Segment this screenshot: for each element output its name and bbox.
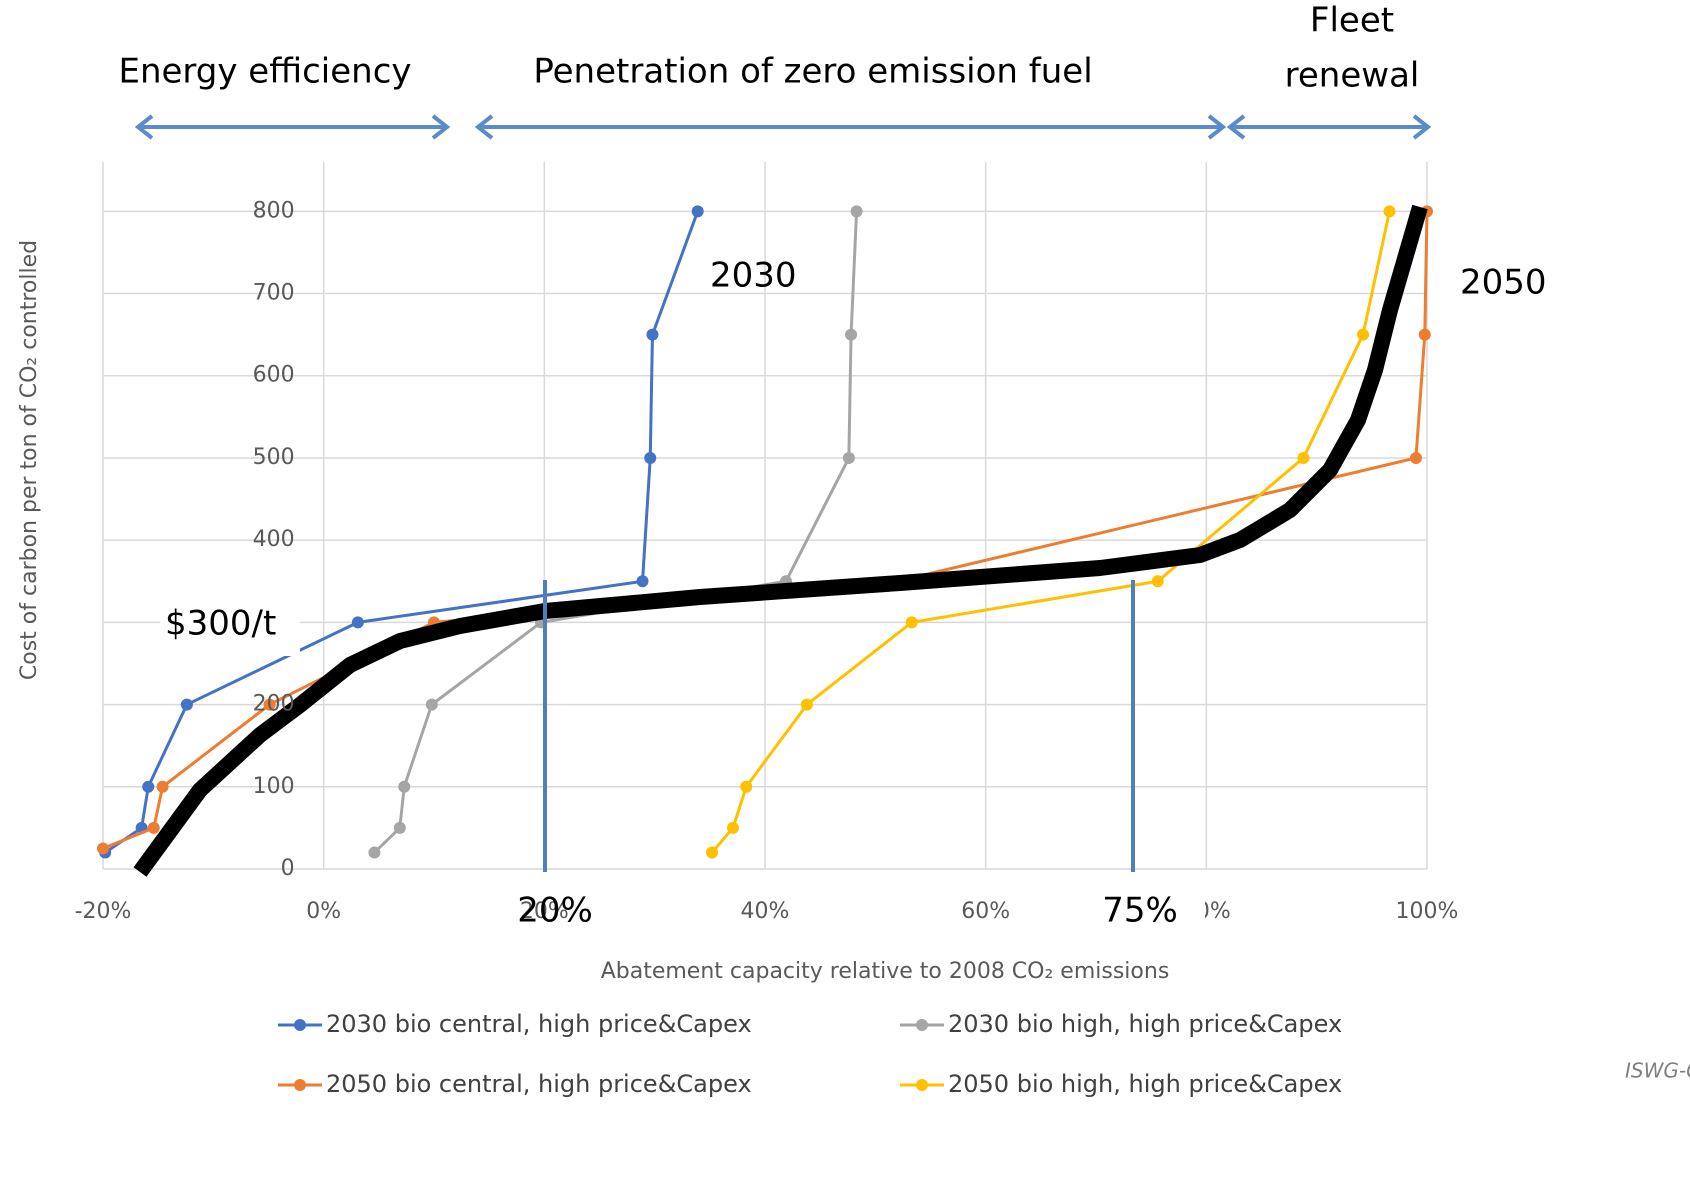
point	[1151, 575, 1164, 588]
grid	[102, 162, 1428, 870]
legend-marker	[916, 1019, 928, 1031]
label-bg	[160, 598, 300, 656]
point	[368, 846, 381, 859]
series-line	[373, 211, 859, 854]
label-bg	[1088, 888, 1205, 936]
point	[727, 821, 740, 834]
source-note: ISWG-GHG	[1625, 1059, 1690, 1083]
point	[1357, 328, 1370, 341]
legend-label: 2030 bio central, high price&Capex	[326, 1010, 752, 1038]
x-tick-label: 100%	[1396, 899, 1459, 924]
point	[147, 821, 160, 834]
legend-marker	[294, 1019, 306, 1031]
annotation: 20%	[517, 891, 593, 931]
legend-label: 2050 bio high, high price&Capex	[948, 1070, 1342, 1098]
x-tick-label: 0%	[306, 899, 341, 924]
y-axis-label: Cost of carbon per ton of CO₂ controlled	[17, 240, 42, 680]
x-tick-label: 60%	[961, 899, 1010, 924]
point	[425, 698, 438, 711]
annotation: $300/t	[165, 604, 276, 644]
point	[740, 780, 753, 793]
labels-layer: 0100200300400500600700800-20%0%20%40%60%…	[75, 198, 1459, 924]
point	[845, 328, 858, 341]
point	[393, 821, 406, 834]
point	[1418, 328, 1431, 341]
annotation: 75%	[1102, 891, 1178, 931]
point	[691, 205, 704, 218]
x-tick-label: -20%	[75, 899, 132, 924]
trend-curve	[133, 204, 1428, 877]
point	[1297, 451, 1310, 464]
y-tick-label: 200	[253, 692, 295, 717]
legend-marker	[916, 1079, 928, 1091]
point	[1383, 205, 1396, 218]
y-tick-label: 800	[253, 198, 295, 223]
series-layer	[97, 205, 1433, 859]
point	[842, 451, 855, 464]
point	[263, 698, 276, 711]
annotation: 2030	[710, 256, 797, 296]
point	[905, 616, 918, 629]
point	[142, 780, 155, 793]
point	[97, 842, 109, 855]
legend-marker	[294, 1079, 306, 1091]
y-tick-label: 100	[253, 774, 295, 799]
y-tick-label: 600	[253, 363, 295, 388]
x-tick-label: 20%	[520, 899, 569, 924]
y-tick-label: 700	[253, 281, 295, 306]
annotation: renewal	[1285, 56, 1420, 96]
point	[706, 846, 719, 859]
point	[156, 780, 169, 793]
y-tick-label: 400	[253, 527, 295, 552]
point	[636, 575, 649, 588]
series-line	[710, 211, 1391, 854]
series-line	[104, 210, 700, 854]
point	[800, 698, 813, 711]
y-tick-label: 500	[253, 445, 295, 470]
x-tick-label: 40%	[741, 899, 790, 924]
point	[180, 698, 193, 711]
annotation: Penetration of zero emission fuel	[533, 52, 1092, 92]
y-tick-label: 0	[281, 856, 295, 881]
point	[644, 451, 657, 464]
point	[646, 328, 659, 341]
annotation: Energy efficiency	[118, 52, 411, 92]
legend-label: 2030 bio high, high price&Capex	[948, 1010, 1342, 1038]
legend-label: 2050 bio central, high price&Capex	[326, 1070, 752, 1098]
point	[850, 205, 863, 218]
annotation: Fleet	[1310, 1, 1394, 41]
annotation: 2050	[1460, 263, 1547, 303]
point	[398, 780, 411, 793]
point	[351, 616, 364, 629]
point	[1409, 451, 1422, 464]
x-axis-label: Abatement capacity relative to 2008 CO₂ …	[601, 959, 1170, 984]
arrows	[134, 114, 1432, 140]
